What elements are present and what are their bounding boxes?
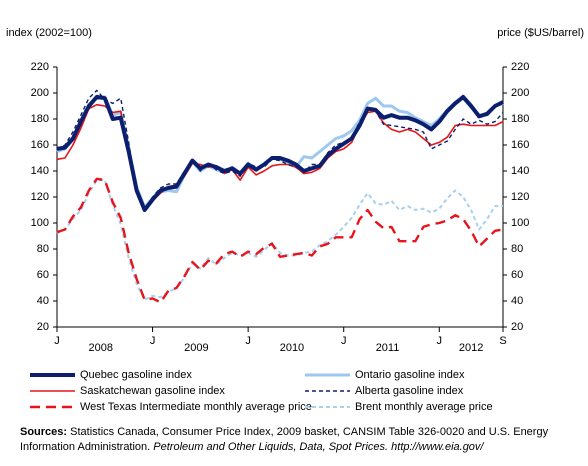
- source-url: http://www.eia.gov/: [391, 441, 484, 453]
- legend-label: Saskatchewan gasoline index: [80, 385, 225, 397]
- x-tick-label: J: [341, 335, 347, 347]
- series-line: [56, 94, 504, 212]
- x-tick-label: S: [499, 335, 506, 347]
- legend-label: Brent monthly average price: [355, 401, 493, 413]
- y2-tick-label: 60: [511, 269, 523, 281]
- x-group-label: 2009: [184, 342, 208, 354]
- x-tick-label: J: [437, 335, 443, 347]
- y2-tick-label: 40: [511, 295, 523, 307]
- x-group-label: 2010: [280, 342, 304, 354]
- y2-tick-label: 140: [511, 165, 529, 177]
- x-group-label: 2011: [376, 342, 400, 354]
- x-tick-label: J: [54, 335, 60, 347]
- y2-tick-label: 120: [511, 191, 529, 203]
- legend-label: Alberta gasoline index: [355, 385, 464, 397]
- y2-tick-label: 100: [511, 217, 529, 229]
- series-line: [56, 95, 504, 209]
- y-tick-label: 120: [31, 191, 49, 203]
- series-line: [56, 177, 504, 304]
- source-label: Sources:: [20, 426, 68, 438]
- y-tick-label: 40: [37, 295, 49, 307]
- y-tick-label: 140: [31, 165, 49, 177]
- y-axis-title: index (2002=100): [6, 27, 92, 39]
- legend-label: Ontario gasoline index: [355, 369, 465, 381]
- x-tick-label: J: [245, 335, 251, 347]
- y-tick-label: 20: [37, 321, 49, 333]
- y2-axis-title: price ($US/barrel): [497, 27, 584, 39]
- y-tick-label: 60: [37, 269, 49, 281]
- legend-label: West Texas Intermediate monthly average …: [80, 401, 312, 413]
- series-line: [56, 179, 503, 301]
- y2-tick-label: 180: [511, 113, 529, 125]
- y-tick-label: 180: [31, 113, 49, 125]
- y-tick-label: 160: [31, 139, 49, 151]
- y2-tick-label: 80: [511, 243, 523, 255]
- series-line: [56, 89, 504, 211]
- source-text: Statistics Canada, Consumer Price Index,…: [20, 426, 549, 453]
- y-tick-label: 220: [31, 61, 49, 73]
- source-italic: Petroleum and Other Liquids, Data, Spot …: [153, 441, 389, 453]
- y-tick-label: 100: [31, 217, 49, 229]
- y2-tick-label: 20: [511, 321, 523, 333]
- legend-label: Quebec gasoline index: [80, 369, 192, 381]
- x-group-label: 2008: [89, 342, 113, 354]
- x-group-label: 2012: [459, 342, 483, 354]
- source-note: Sources: Statistics Canada, Consumer Pri…: [20, 425, 570, 455]
- y2-tick-label: 200: [511, 87, 529, 99]
- x-tick-label: J: [150, 335, 156, 347]
- y-tick-label: 80: [37, 243, 49, 255]
- y-tick-label: 200: [31, 87, 49, 99]
- y2-tick-label: 220: [511, 61, 529, 73]
- y2-tick-label: 160: [511, 139, 529, 151]
- chart: index (2002=100) price ($US/barrel) 20 40…: [6, 27, 584, 413]
